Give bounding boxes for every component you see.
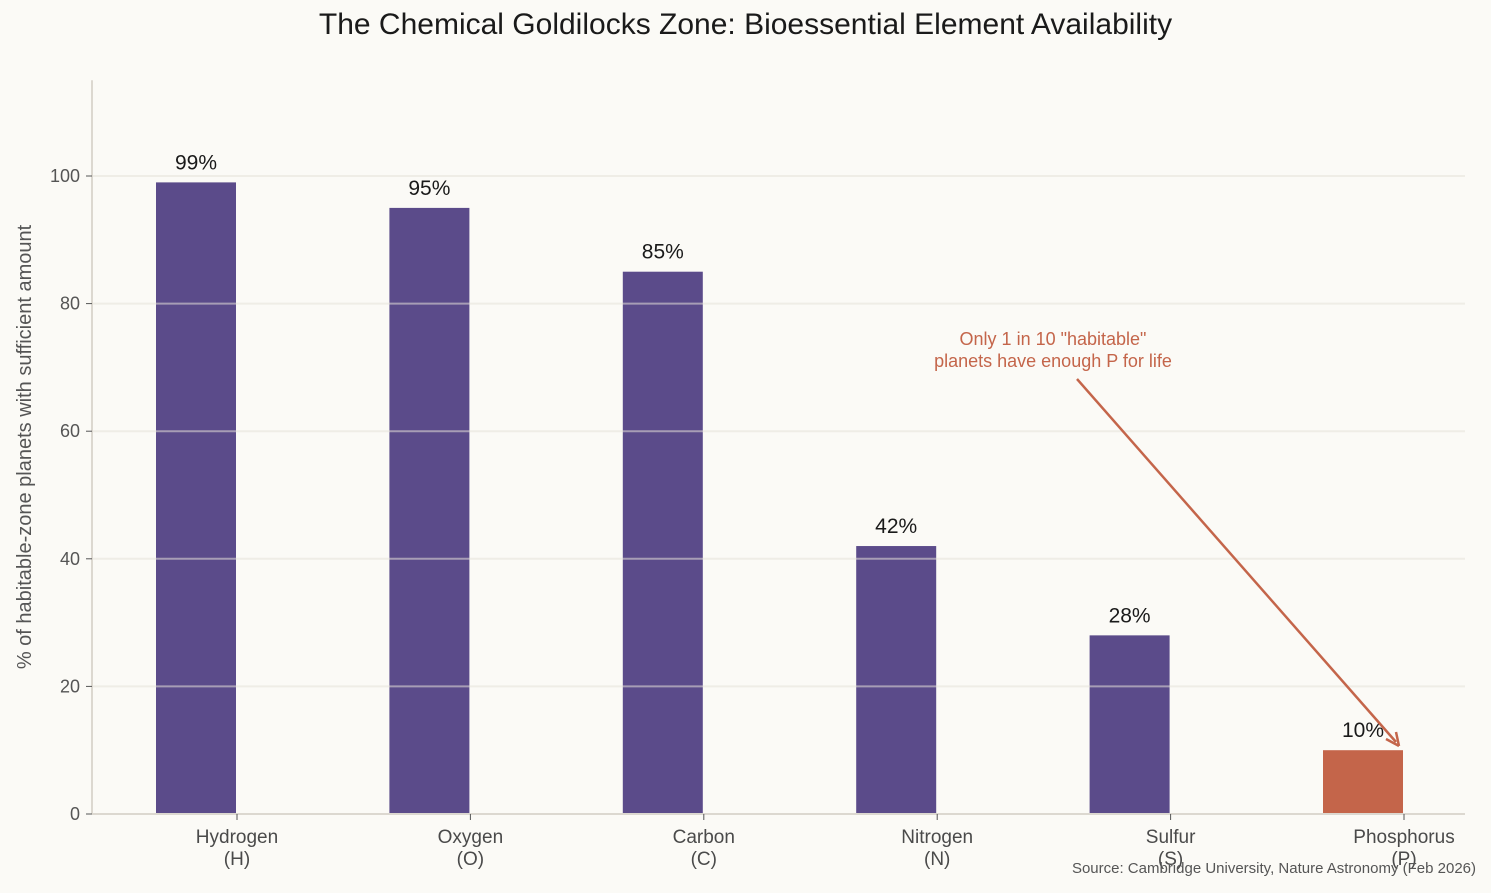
bar-nitrogen (856, 546, 937, 814)
bar-phosphorus (1323, 750, 1403, 814)
bar-hydrogen (156, 182, 236, 814)
x-tick-label: Phosphorus (1353, 827, 1454, 848)
x-tick-label: Carbon (673, 827, 735, 848)
x-tick-label: Hydrogen (196, 827, 278, 848)
x-tick-label: Sulfur (1146, 827, 1196, 848)
x-tick-symbol: (S) (1158, 849, 1183, 870)
value-label: 10% (1342, 719, 1384, 742)
bar-carbon (622, 271, 703, 814)
value-label: 95% (408, 177, 450, 200)
x-tick-symbol: (O) (457, 849, 484, 870)
y-tick-label: 80 (60, 294, 80, 314)
y-tick-label: 0 (70, 804, 80, 824)
annotation-text: Only 1 in 10 "habitable" (960, 329, 1147, 349)
y-tick-label: 60 (60, 421, 80, 441)
y-tick-label: 20 (60, 676, 80, 696)
value-label: 85% (642, 241, 684, 264)
value-label: 28% (1109, 604, 1151, 627)
source-note: Source: Cambridge University, Nature Ast… (1071, 860, 1476, 877)
bar-sulfur (1089, 635, 1170, 814)
value-label: 42% (875, 515, 917, 538)
x-tick-symbol: (C) (691, 849, 717, 870)
x-tick-symbol: (N) (924, 849, 950, 870)
annotation-arrow (1076, 378, 1397, 743)
x-tick-symbol: (H) (224, 849, 250, 870)
bar-oxygen (389, 207, 470, 814)
annotation-text: planets have enough P for life (934, 351, 1172, 371)
y-axis-label: % of habitable-zone planets with suffici… (14, 224, 36, 669)
y-tick-label: 40 (60, 549, 80, 569)
y-tick-label: 100 (50, 166, 80, 186)
x-tick-label: Oxygen (438, 827, 503, 848)
chart-title: The Chemical Goldilocks Zone: Bioessenti… (318, 8, 1173, 41)
x-tick-symbol: (P) (1391, 849, 1416, 870)
value-label: 99% (175, 151, 217, 174)
arrow-head-icon (1385, 731, 1401, 748)
x-tick-label: Nitrogen (901, 827, 973, 848)
